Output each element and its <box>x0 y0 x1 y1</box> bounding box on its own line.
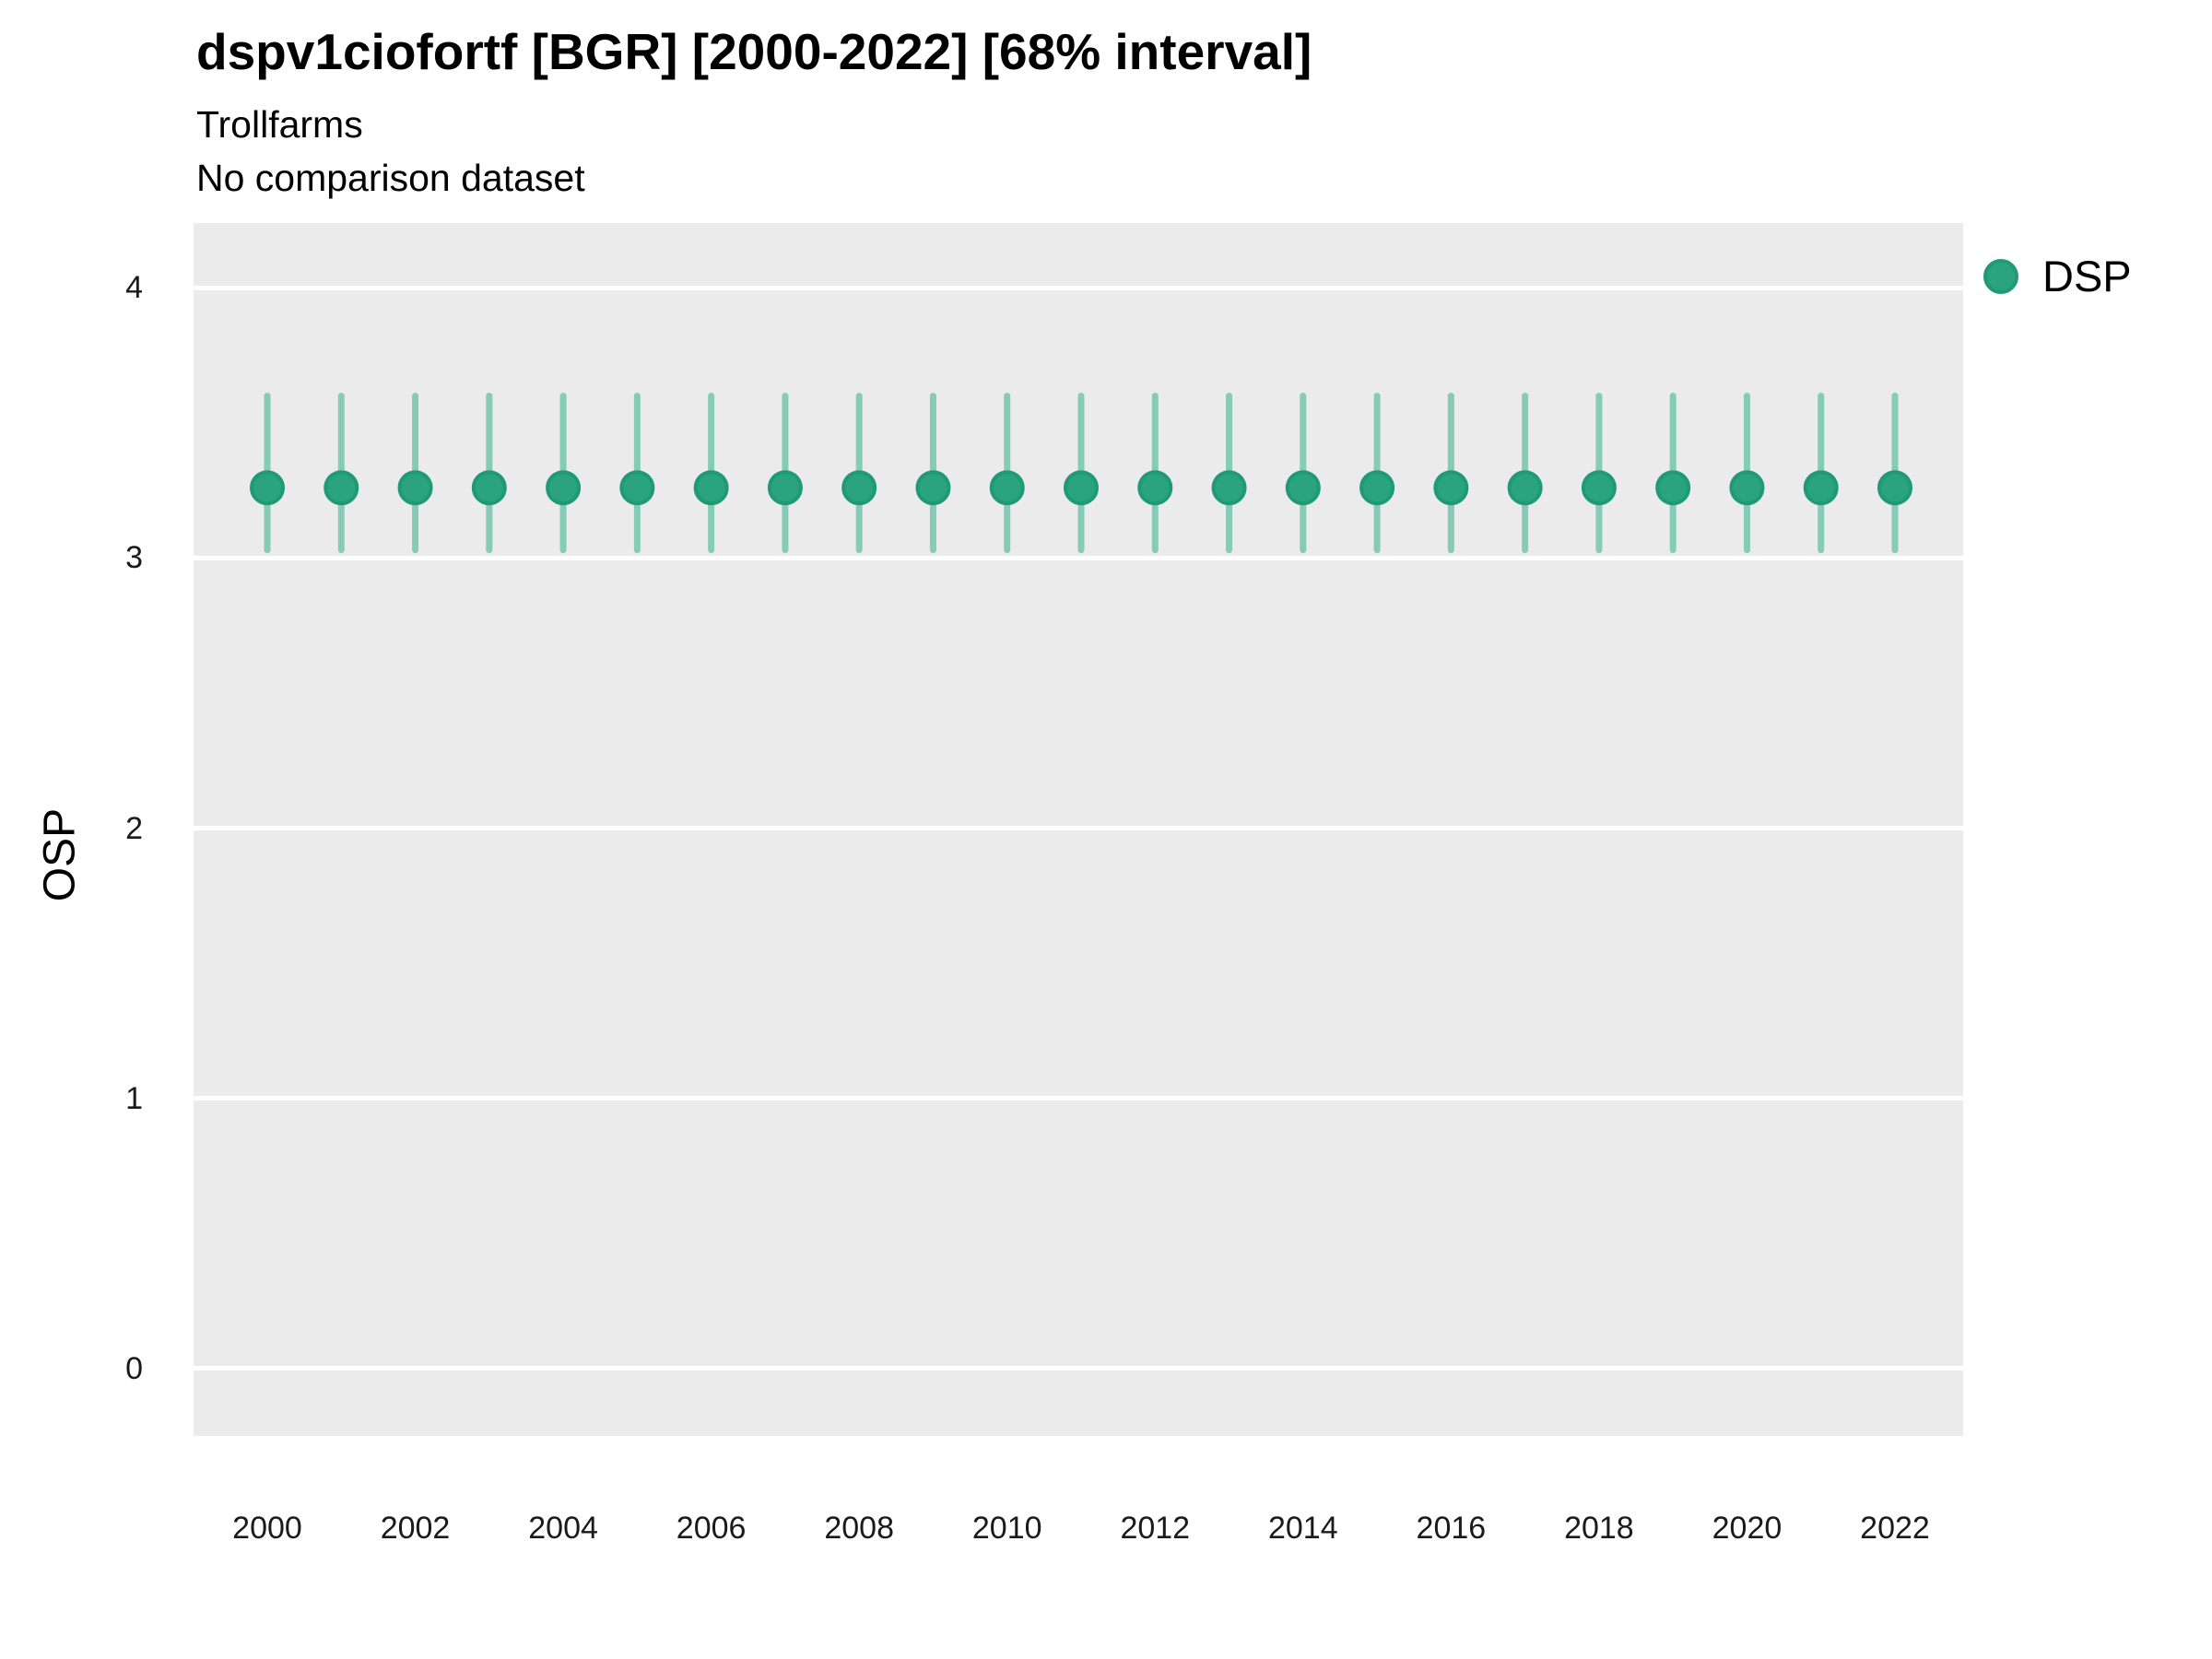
point-2004 <box>546 470 582 506</box>
x-tick-label: 2016 <box>1416 1511 1487 1546</box>
point-2013 <box>1211 470 1247 506</box>
point-2018 <box>1581 470 1617 506</box>
legend: DSP <box>1983 251 2132 301</box>
point-2003 <box>471 470 507 506</box>
x-tick-label: 2004 <box>528 1511 598 1546</box>
chart-subtitle: Trollfarms <box>196 103 363 146</box>
x-tick-label: 2022 <box>1860 1511 1930 1546</box>
point-2011 <box>1064 470 1099 506</box>
y-axis-title: OSP <box>35 807 85 902</box>
y-tick-label: 1 <box>125 1080 143 1116</box>
chart-comparison-note: No comparison dataset <box>196 157 585 199</box>
plot-panel <box>194 223 1963 1436</box>
point-2006 <box>693 470 729 506</box>
point-2000 <box>250 470 285 506</box>
y-tick-label: 3 <box>125 540 143 576</box>
point-2012 <box>1137 470 1173 506</box>
x-tick-label: 2018 <box>1564 1511 1634 1546</box>
point-2009 <box>915 470 951 506</box>
point-2002 <box>397 470 433 506</box>
point-2020 <box>1729 470 1765 506</box>
major-gridline-y-3 <box>194 555 1963 560</box>
point-2008 <box>841 470 877 506</box>
x-tick-label: 2020 <box>1712 1511 1783 1546</box>
y-tick-label: 0 <box>125 1350 143 1386</box>
chart-title: dspv1ciofortf [BGR] [2000-2022] [68% int… <box>196 23 1312 80</box>
x-tick-label: 2000 <box>232 1511 302 1546</box>
point-2014 <box>1285 470 1321 506</box>
x-tick-label: 2012 <box>1120 1511 1191 1546</box>
x-tick-label: 2010 <box>971 1511 1042 1546</box>
point-2007 <box>767 470 803 506</box>
legend-point-icon <box>1983 258 2018 294</box>
x-tick-label: 2002 <box>380 1511 451 1546</box>
major-gridline-y-4 <box>194 285 1963 290</box>
x-tick-label: 2014 <box>1267 1511 1338 1546</box>
point-2005 <box>619 470 655 506</box>
point-2021 <box>1803 470 1839 506</box>
x-tick-label: 2006 <box>676 1511 747 1546</box>
major-gridline-y-1 <box>194 1096 1963 1101</box>
x-tick-label: 2008 <box>824 1511 894 1546</box>
point-2017 <box>1507 470 1543 506</box>
point-2001 <box>324 470 359 506</box>
point-2022 <box>1877 470 1912 506</box>
y-tick-label: 4 <box>125 270 143 306</box>
point-2015 <box>1359 470 1395 506</box>
legend-label: DSP <box>2042 252 2132 300</box>
pointrange-series-dsp <box>250 393 1912 554</box>
major-gridline-y-0 <box>194 1366 1963 1371</box>
point-2016 <box>1433 470 1469 506</box>
y-tick-label: 2 <box>125 810 143 846</box>
point-2019 <box>1655 470 1691 506</box>
major-gridline-y-2 <box>194 826 1963 831</box>
point-2010 <box>989 470 1025 506</box>
